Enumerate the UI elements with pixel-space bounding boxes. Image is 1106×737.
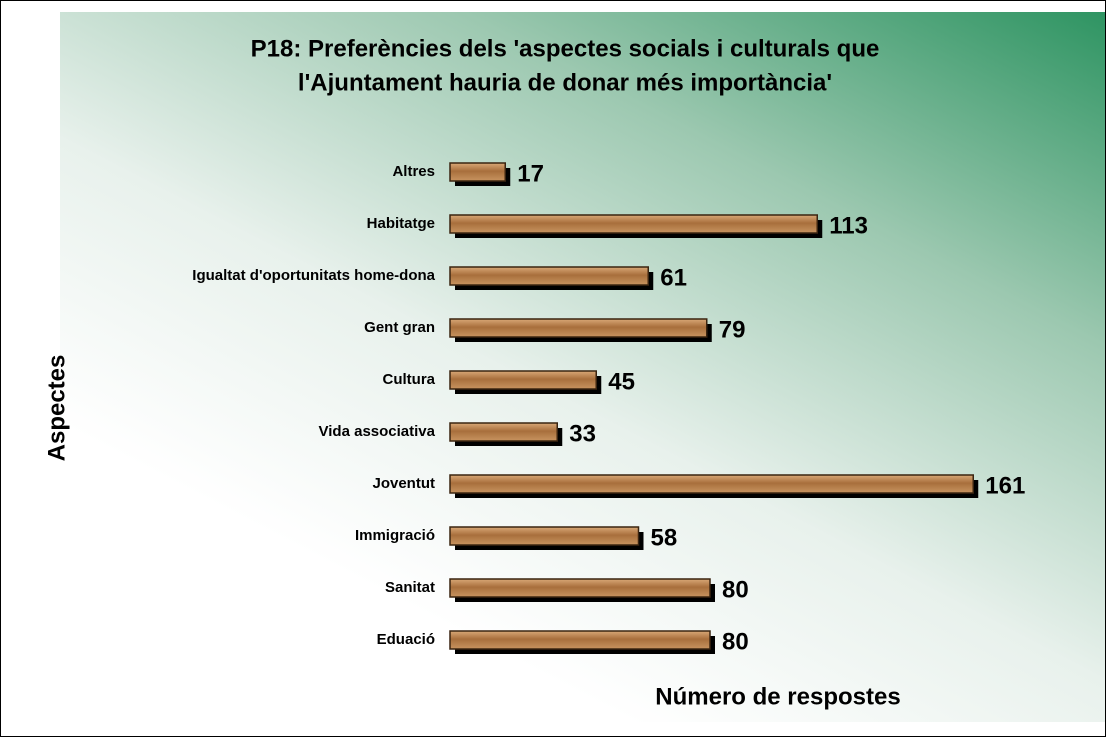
value-label: 45 bbox=[608, 368, 635, 395]
bar bbox=[449, 162, 506, 182]
chart-title: l'Ajuntament hauria de donar més importà… bbox=[298, 69, 832, 96]
value-label: 79 bbox=[719, 316, 746, 343]
bar bbox=[449, 266, 649, 286]
y-tick-label: Immigració bbox=[355, 527, 435, 544]
bar bbox=[449, 318, 708, 338]
chart-title: P18: Preferències dels 'aspectes socials… bbox=[251, 35, 880, 62]
y-tick-label: Sanitat bbox=[385, 579, 435, 596]
value-label: 33 bbox=[569, 420, 596, 447]
value-label: 61 bbox=[660, 264, 687, 291]
y-tick-label: Joventut bbox=[372, 475, 435, 492]
y-tick-label: Altres bbox=[392, 163, 435, 180]
bar bbox=[449, 214, 818, 234]
bar bbox=[449, 630, 711, 650]
y-tick-label: Eduació bbox=[377, 631, 435, 648]
bar bbox=[449, 474, 974, 494]
value-label: 80 bbox=[722, 628, 749, 655]
bar bbox=[449, 526, 640, 546]
value-label: 17 bbox=[517, 160, 544, 187]
bar bbox=[449, 578, 711, 598]
value-label: 58 bbox=[651, 524, 678, 551]
y-tick-label: Igualtat d'oportunitats home-dona bbox=[192, 267, 435, 284]
bar bbox=[449, 370, 597, 390]
y-tick-label: Gent gran bbox=[364, 319, 435, 336]
y-tick-label: Cultura bbox=[383, 371, 436, 388]
value-label: 80 bbox=[722, 576, 749, 603]
value-label: 161 bbox=[985, 472, 1025, 499]
plot-background bbox=[60, 12, 1105, 722]
y-axis-label: Aspectes bbox=[43, 355, 70, 462]
y-tick-label: Habitatge bbox=[367, 215, 435, 232]
y-tick-label: Vida associativa bbox=[319, 423, 436, 440]
value-label: 113 bbox=[829, 212, 868, 239]
bar bbox=[449, 422, 558, 442]
x-axis-label: Número de respostes bbox=[655, 683, 900, 710]
